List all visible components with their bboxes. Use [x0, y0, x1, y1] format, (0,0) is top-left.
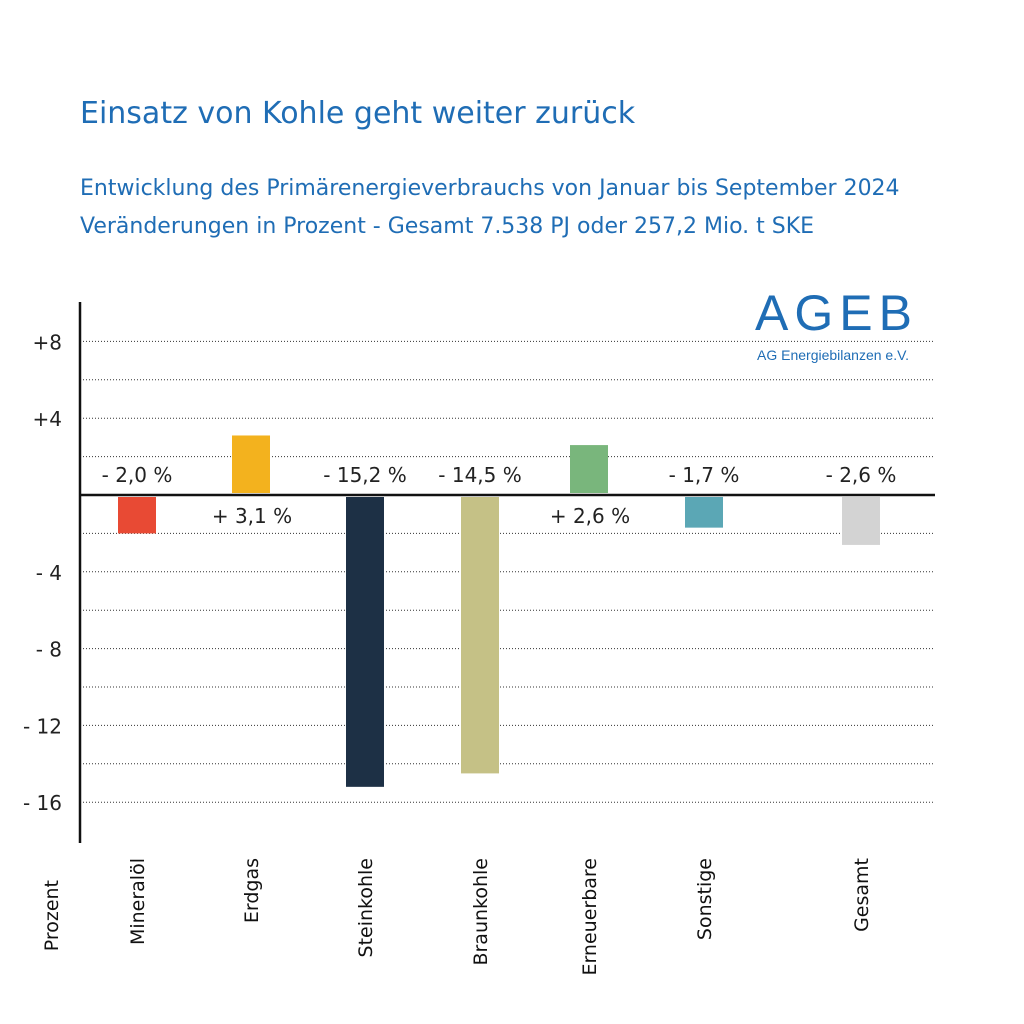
chart-title: Einsatz von Kohle geht weiter zurück [80, 96, 636, 131]
category-label: Erneuerbare [579, 858, 601, 976]
y-tick-label: - 12 [23, 714, 62, 738]
bar [685, 497, 723, 528]
ageb-logo: AGEB [755, 285, 918, 341]
category-label: Mineralöl [127, 858, 149, 945]
ageb-logo-subtitle: AG Energiebilanzen e.V. [757, 347, 910, 363]
data-label: + 3,1 % [212, 504, 292, 528]
y-tick-label: - 8 [36, 638, 62, 662]
chart-subtitle-line-1: Entwicklung des Primärenergieverbrauchs … [80, 176, 900, 201]
bar [232, 435, 270, 493]
data-label: - 2,6 % [826, 463, 897, 487]
bar [118, 497, 156, 534]
category-label: Sonstige [694, 858, 716, 940]
y-tick-label: - 16 [23, 791, 62, 815]
bar [842, 497, 880, 545]
bar [346, 497, 384, 787]
bar [570, 445, 608, 493]
category-label: Gesamt [851, 858, 873, 932]
data-label: - 15,2 % [323, 463, 406, 487]
category-label: Steinkohle [355, 858, 377, 957]
y-tick-label: +8 [33, 330, 62, 354]
data-label: - 2,0 % [102, 463, 173, 487]
x-axis-title: Prozent [41, 880, 63, 951]
category-label: Erdgas [241, 858, 263, 923]
data-label: + 2,6 % [550, 504, 630, 528]
y-tick-label: +4 [33, 407, 62, 431]
chart-subtitle-line-2: Veränderungen in Prozent - Gesamt 7.538 … [80, 214, 815, 239]
data-label: - 1,7 % [669, 463, 740, 487]
y-tick-label: - 4 [36, 561, 62, 585]
bar [461, 497, 499, 774]
data-label: - 14,5 % [438, 463, 521, 487]
category-label: Braunkohle [470, 858, 492, 966]
